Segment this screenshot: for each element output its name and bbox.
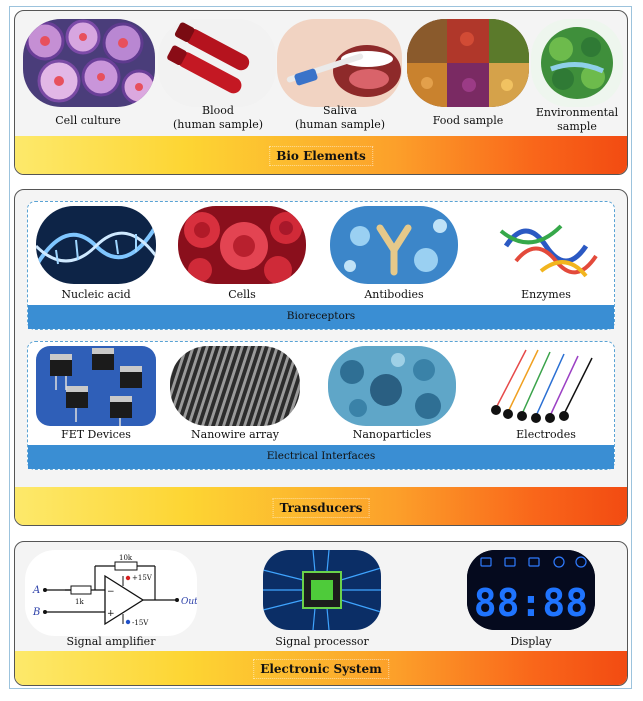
transducers-band: Transducers: [15, 487, 627, 525]
saliva-swab-image: [277, 19, 402, 107]
interface-label: FET Devices: [61, 428, 131, 441]
bioreceptors-bar: Bioreceptors: [28, 305, 614, 329]
bio-item-label: Environmental sample: [535, 106, 619, 133]
environmental-sample-image: [531, 19, 623, 107]
bioreceptors-group: Nucleic acid Cells Antibodies Enzymes Bi…: [27, 201, 615, 330]
signal-processor-image: [263, 550, 381, 630]
display-readout: 88:88: [474, 581, 588, 625]
negative-supply-label: -15V: [132, 619, 149, 627]
bio-item-label: Food sample: [432, 114, 504, 127]
bio-elements-panel: Cell culture Blood (human sample) Saliva…: [14, 10, 628, 175]
input-resistor-label: 1k: [75, 598, 84, 606]
electronic-item-label: Signal amplifier: [66, 635, 156, 648]
interface-label: Nanowire array: [191, 428, 279, 441]
signal-amplifier-image: − + A B Out 10k 1k +15V -15V: [25, 550, 197, 636]
input-a-label: A: [32, 585, 40, 596]
interface-label: Nanoparticles: [352, 428, 432, 441]
bioreceptor-label: Antibodies: [364, 288, 424, 301]
svg-text:−: −: [107, 587, 115, 597]
display-image: 88:88: [467, 550, 595, 630]
electronic-system-panel: − + A B Out 10k 1k +15V -15V: [14, 541, 628, 686]
output-label: Out: [181, 597, 197, 607]
svg-text:+: +: [107, 609, 115, 619]
input-b-label: B: [32, 607, 40, 618]
electrodes-image: [486, 346, 606, 426]
figure-frame: [9, 6, 632, 689]
electronic-system-title: Electronic System: [253, 659, 389, 679]
nanoparticles-image: [328, 346, 456, 426]
bio-elements-band: Bio Elements: [15, 136, 627, 174]
bioreceptors-title: Bioreceptors: [286, 310, 356, 322]
electronic-system-band: Electronic System: [15, 651, 627, 685]
feedback-resistor-label: 10k: [119, 554, 133, 562]
enzymes-image: [486, 206, 606, 284]
transducers-title: Transducers: [272, 498, 370, 518]
fet-devices-image: [36, 346, 156, 426]
bioreceptor-label: Nucleic acid: [61, 288, 131, 301]
cells-image: [178, 206, 306, 284]
nucleic-acid-image: [36, 206, 156, 284]
bioreceptor-label: Enzymes: [521, 288, 571, 301]
antibodies-image: [330, 206, 458, 284]
blood-tube-image: [158, 19, 276, 107]
bio-item-label: Cell culture: [55, 114, 121, 127]
positive-supply-label: +15V: [132, 574, 153, 582]
cell-culture-image: [23, 19, 155, 107]
food-sample-image: [407, 19, 529, 107]
electrical-interfaces-title: Electrical Interfaces: [266, 450, 376, 462]
interface-label: Electrodes: [516, 428, 576, 441]
bio-item-label: Saliva (human sample): [294, 104, 386, 131]
electrical-interfaces-group: FET Devices Nanowire array Nanoparticles…: [27, 341, 615, 470]
electrical-interfaces-bar: Electrical Interfaces: [28, 445, 614, 469]
electronic-item-label: Signal processor: [275, 635, 369, 648]
op-amp-schematic: − + A B Out 10k 1k +15V -15V: [32, 554, 197, 627]
nanowire-array-image: [170, 346, 300, 426]
bio-item-label: Blood (human sample): [172, 104, 264, 131]
bio-elements-title: Bio Elements: [269, 146, 373, 166]
bioreceptor-label: Cells: [228, 288, 256, 301]
electronic-item-label: Display: [510, 635, 552, 648]
